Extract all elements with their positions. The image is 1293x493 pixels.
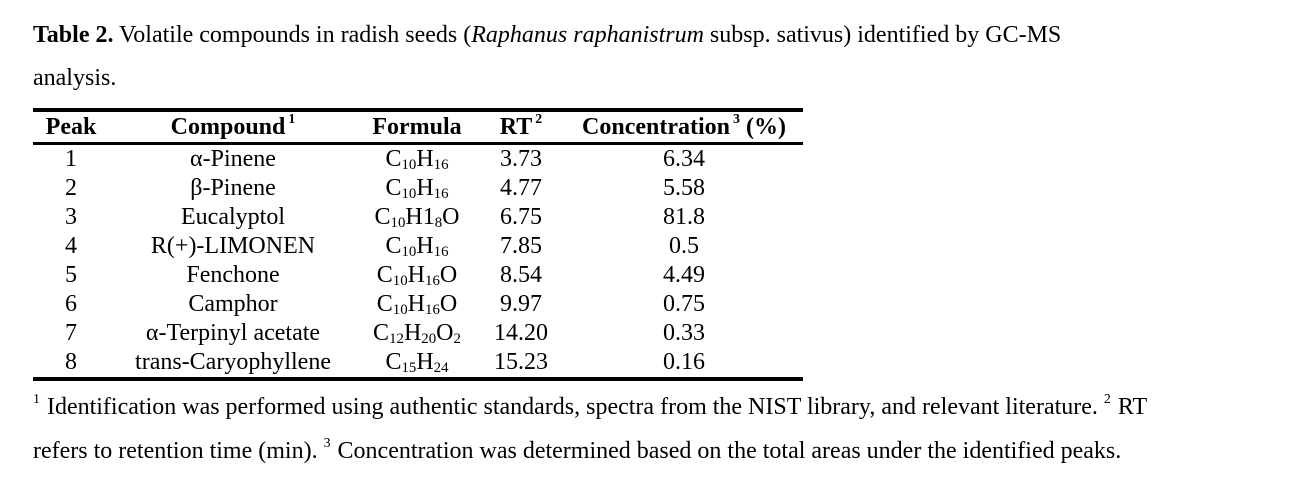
cell-formula: C10H16 [385,233,449,261]
cell-rt: 4.77 [500,175,542,201]
table-row: 2 β-Pinene C10H16 4.77 5.58 [33,174,803,203]
column-header-rt: RT 2 [477,110,565,145]
cell-formula: C10H18O [374,204,460,232]
cell-compound: Camphor [188,291,278,317]
formula-subscript: 8 [434,215,443,232]
caption-text-3: analysis. [33,65,117,91]
formula-subscript: 10 [401,244,417,261]
footnote-marker: 3 [323,435,331,451]
formula-subscript: 16 [425,273,440,290]
cell-peak: 1 [65,146,77,172]
footnote-marker: 1 [33,391,40,407]
caption-text-2: subsp. sativus) identified by GC-MS [703,22,1062,48]
table-row: 8 trans-Caryophyllene C15H24 15.23 0.16 [33,348,803,379]
cell-compound: α-Pinene [190,146,276,172]
cell-formula: C10H16O [376,262,458,290]
formula-subscript: 15 [401,360,417,377]
formula-subscript: 16 [433,157,449,174]
formula-subscript: 16 [433,186,449,203]
table-row: 7 α-Terpinyl acetate C12H20O2 14.20 0.33 [33,319,803,348]
cell-peak: 2 [65,175,77,201]
cell-compound: R(+)-LIMONEN [150,233,316,259]
cell-compound: α-Terpinyl acetate [145,320,321,346]
footnote-text: Identification was performed using authe… [40,394,1104,420]
cell-peak: 4 [65,233,77,259]
cell-formula: C10H16 [385,175,449,203]
formula-subscript: 12 [389,331,404,348]
formula-subscript: 16 [425,302,440,319]
cell-conc: 81.8 [663,204,705,230]
cell-compound: Eucalyptol [181,204,285,230]
cell-compound: β-Pinene [190,175,276,201]
header-superscript: 1 [288,111,296,127]
compounds-table: Peak Compound 1 Formula RT 2 Concentration 3 (%… [33,108,803,381]
cell-conc: 4.49 [663,262,705,288]
header-superscript: 2 [535,111,543,127]
cell-peak: 7 [65,320,77,346]
table-row: 4 R(+)-LIMONEN C10H16 7.85 0.5 [33,232,803,261]
cell-conc: 6.34 [663,146,705,172]
cell-rt: 6.75 [500,204,542,230]
cell-rt: 3.73 [500,146,542,172]
formula-subscript: 10 [390,215,406,232]
cell-conc: 5.58 [663,175,705,201]
cell-rt: 9.97 [500,291,542,317]
footnote-text: RT [1111,394,1148,420]
cell-peak: 8 [65,349,77,375]
cell-peak: 6 [65,291,77,317]
formula-subscript: 10 [401,157,417,174]
formula-subscript: 20 [421,331,437,348]
cell-rt: 7.85 [500,233,542,259]
formula-subscript: 2 [453,331,461,348]
table-row: 1 α-Pinene C10H16 3.73 6.34 [33,144,803,175]
footnote-text: refers to retention time (min). [33,438,324,464]
table-footnotes: 1 Identification was performed using aut… [33,385,1265,473]
table-body: 1 α-Pinene C10H16 3.73 6.34 2 β-Pinene C10H16 4.… [33,144,803,380]
column-header-conc: Concentration 3 (%) [565,110,803,145]
table-row: 5 Fenchone C10H16O 8.54 4.49 [33,261,803,290]
cell-conc: 0.75 [663,291,705,317]
column-header-peak: Peak [33,110,109,145]
column-header-compound: Compound 1 [109,110,357,145]
table-row: 3 Eucalyptol C10H18O 6.75 81.8 [33,203,803,232]
cell-peak: 3 [65,204,77,230]
cell-peak: 5 [65,262,77,288]
cell-compound: trans-Caryophyllene [135,349,331,375]
table-row: 6 Camphor C10H16O 9.97 0.75 [33,290,803,319]
table-caption: Table 2. Volatile compounds in radish se… [33,14,1265,100]
cell-formula: C15H24 [385,349,449,377]
formula-subscript: 10 [392,302,408,319]
cell-formula: C10H16O [376,291,458,319]
caption-text-1: Volatile compounds in radish seeds ( [113,22,472,48]
header-superscript: 3 [733,111,740,127]
species-name: Raphanus raphanistrum [471,22,704,48]
formula-subscript: 24 [433,360,449,377]
cell-formula: C12H20O2 [373,320,461,348]
footnote-marker: 2 [1103,391,1111,407]
cell-conc: 0.16 [663,349,705,375]
cell-conc: 0.33 [663,320,705,346]
column-header-formula: Formula [357,110,477,145]
footnote-text: Concentration was determined based on th… [331,438,1122,464]
cell-rt: 15.23 [494,349,548,375]
formula-subscript: 10 [392,273,408,290]
formula-subscript: 16 [433,244,449,261]
cell-conc: 0.5 [669,233,699,259]
header-row: Peak Compound 1 Formula RT 2 Concentration 3 (%… [33,110,803,145]
caption-label: Table 2. [33,22,114,48]
cell-rt: 8.54 [500,262,542,288]
formula-subscript: 10 [401,186,417,203]
cell-rt: 14.20 [494,320,548,346]
cell-compound: Fenchone [186,262,280,288]
cell-formula: C10H16 [385,146,449,174]
